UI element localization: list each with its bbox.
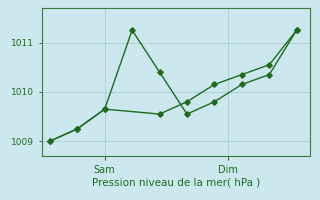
X-axis label: Pression niveau de la mer( hPa ): Pression niveau de la mer( hPa )	[92, 178, 260, 188]
